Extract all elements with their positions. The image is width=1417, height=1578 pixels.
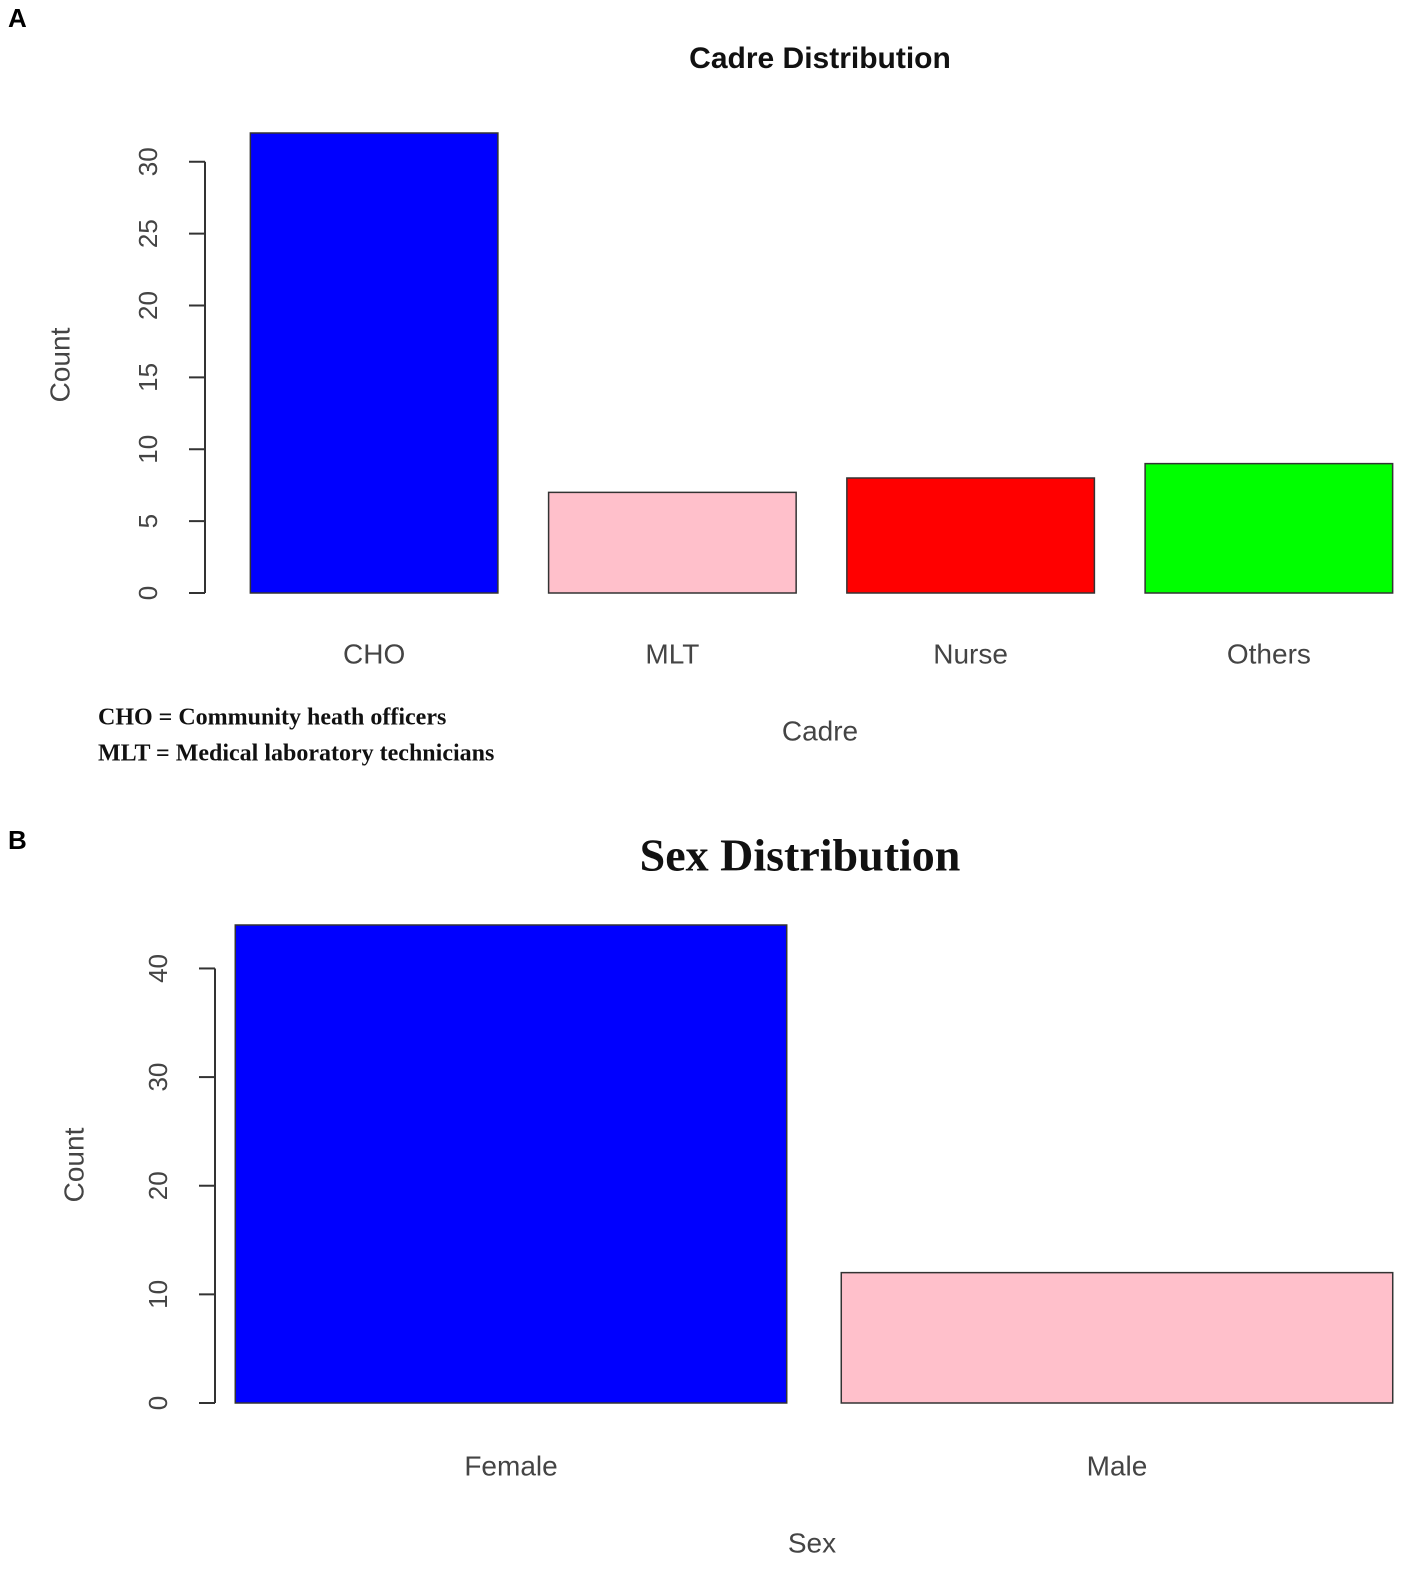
- y-tick-label: 25: [133, 219, 163, 248]
- annotation: CHO = Community heath officers: [98, 705, 446, 731]
- y-axis-label: Count: [44, 327, 75, 402]
- annotation: MLT = Medical laboratory technicians: [98, 741, 494, 767]
- y-tick-label: 0: [133, 586, 163, 600]
- x-tick-label: Female: [464, 1450, 557, 1481]
- bar: [840, 1271, 1394, 1404]
- bar: [547, 491, 797, 594]
- x-tick-label: Male: [1087, 1450, 1148, 1481]
- bar: [234, 924, 788, 1404]
- y-tick-label: 10: [133, 435, 163, 464]
- chart-title: Sex Distribution: [640, 830, 961, 881]
- bar: [1144, 462, 1394, 594]
- panel-label: A: [8, 3, 27, 33]
- y-tick-label: 30: [143, 1063, 173, 1092]
- x-tick-label: CHO: [343, 638, 405, 669]
- bar: [846, 477, 1096, 594]
- chart-title: Cadre Distribution: [689, 42, 951, 75]
- y-axis-label: Count: [58, 1127, 89, 1202]
- x-axis-label: Cadre: [782, 715, 858, 746]
- y-tick-label: 20: [143, 1171, 173, 1200]
- y-tick-label: 0: [143, 1396, 173, 1410]
- y-tick-label: 15: [133, 363, 163, 392]
- x-tick-label: MLT: [645, 638, 699, 669]
- y-tick-label: 30: [133, 147, 163, 176]
- panel-label: B: [8, 825, 27, 855]
- y-tick-label: 5: [133, 514, 163, 528]
- x-tick-label: Others: [1227, 638, 1311, 669]
- y-tick-label: 10: [143, 1280, 173, 1309]
- x-tick-label: Nurse: [933, 638, 1008, 669]
- y-tick-label: 40: [143, 954, 173, 983]
- bar: [249, 132, 499, 594]
- x-axis-label: Sex: [788, 1527, 836, 1558]
- y-tick-label: 20: [133, 291, 163, 320]
